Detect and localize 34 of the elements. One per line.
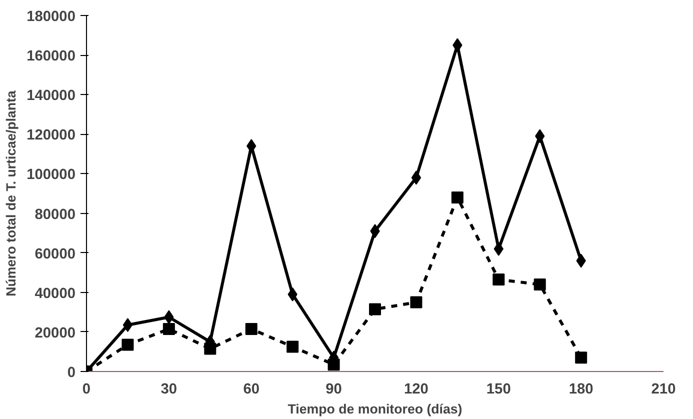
point	[286, 340, 299, 353]
point	[534, 278, 546, 290]
point	[122, 318, 133, 332]
point	[411, 170, 422, 185]
point	[328, 358, 340, 371]
x-tick-label: 120	[404, 382, 428, 398]
x-tick-label: 180	[568, 382, 594, 398]
point	[245, 322, 258, 335]
x-tick-label: 0	[82, 382, 91, 398]
x-tick-label: 90	[326, 382, 342, 398]
y-tick-label: 120000	[26, 128, 76, 144]
point	[122, 338, 134, 351]
x-tick-label: 60	[243, 382, 260, 398]
point	[575, 352, 588, 364]
y-tick-label: 60000	[34, 246, 76, 262]
point	[410, 296, 422, 308]
y-tick-label: 100000	[26, 167, 76, 184]
x-tick-label: 150	[486, 382, 511, 398]
point	[492, 274, 505, 286]
x-tick-label: 210	[651, 382, 676, 398]
y-tick-label: 20000	[34, 325, 76, 342]
x-tick-label: 30	[160, 382, 178, 398]
y-tick-label: 80000	[34, 206, 76, 223]
point	[451, 191, 464, 204]
x-axis-title: Tiempo de monitoreo (días)	[288, 402, 462, 416]
y-tick-label: 140000	[26, 88, 76, 104]
y-tick-label: 0	[67, 365, 76, 381]
y-tick-label: 40000	[34, 286, 76, 302]
y-axis-title: Número total de T. urticae/planta	[4, 90, 19, 296]
y-tick-label: 160000	[26, 48, 76, 65]
point	[162, 322, 175, 335]
y-tick-label: 180000	[26, 9, 76, 25]
point	[204, 342, 216, 355]
point	[369, 303, 381, 316]
